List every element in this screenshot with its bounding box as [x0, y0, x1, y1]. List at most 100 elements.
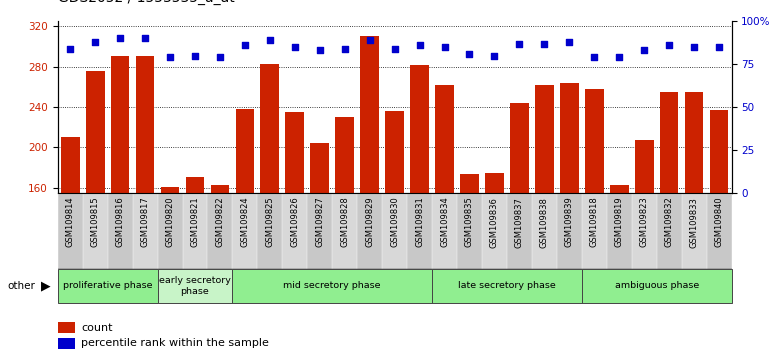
Bar [236, 109, 254, 349]
Bar [681, 193, 707, 269]
Bar [460, 174, 479, 349]
Bar [532, 193, 557, 269]
Point [588, 55, 601, 60]
Text: GSM109824: GSM109824 [240, 197, 249, 247]
Bar [507, 193, 532, 269]
Bar [710, 110, 728, 349]
Text: percentile rank within the sample: percentile rank within the sample [82, 338, 270, 348]
Point [89, 39, 102, 45]
Bar [485, 173, 504, 349]
Bar [132, 193, 158, 269]
Bar [385, 111, 404, 349]
Point [139, 35, 151, 41]
Bar [207, 193, 233, 269]
Bar [310, 143, 329, 349]
Bar [707, 193, 732, 269]
Bar [233, 269, 432, 303]
Bar [158, 193, 182, 269]
Bar [82, 193, 108, 269]
Point [464, 51, 476, 57]
Bar [510, 103, 529, 349]
Point [488, 53, 500, 58]
Bar [560, 83, 579, 349]
Bar [432, 193, 457, 269]
Bar [660, 92, 678, 349]
Bar [631, 193, 657, 269]
Point [263, 37, 276, 43]
Text: GSM109828: GSM109828 [340, 197, 350, 247]
Bar [186, 177, 204, 349]
Bar [582, 269, 732, 303]
Bar [286, 112, 304, 349]
Bar [685, 92, 704, 349]
Text: GSM109834: GSM109834 [440, 197, 449, 247]
Point [363, 37, 376, 43]
Text: GSM109815: GSM109815 [91, 197, 99, 247]
Text: GSM109825: GSM109825 [266, 197, 274, 247]
Point [713, 44, 725, 50]
Bar [582, 193, 607, 269]
Bar [382, 193, 407, 269]
Text: GSM109835: GSM109835 [465, 197, 474, 247]
Point [613, 55, 625, 60]
Bar [607, 193, 631, 269]
Bar [457, 193, 482, 269]
Point [413, 42, 426, 48]
Text: GSM109837: GSM109837 [515, 197, 524, 247]
Bar [108, 193, 132, 269]
Bar [161, 187, 179, 349]
Bar [283, 193, 307, 269]
Text: early secretory
phase: early secretory phase [159, 276, 231, 296]
Bar [585, 89, 604, 349]
Point [388, 46, 400, 52]
Point [638, 47, 651, 53]
Bar [634, 141, 654, 349]
Bar [410, 65, 429, 349]
Bar [61, 137, 79, 349]
Bar [336, 117, 354, 349]
Bar [158, 269, 233, 303]
Text: ▶: ▶ [41, 279, 51, 292]
Point [189, 53, 201, 58]
Bar [182, 193, 207, 269]
Bar [85, 71, 105, 349]
Bar [435, 85, 454, 349]
Text: GSM109822: GSM109822 [216, 197, 224, 247]
Point [313, 47, 326, 53]
Text: proliferative phase: proliferative phase [63, 281, 152, 290]
Bar [482, 193, 507, 269]
Text: mid secretory phase: mid secretory phase [283, 281, 381, 290]
Text: GSM109816: GSM109816 [116, 197, 125, 247]
Bar [332, 193, 357, 269]
Text: GSM109833: GSM109833 [690, 197, 698, 247]
Text: GSM109827: GSM109827 [315, 197, 324, 247]
Bar [58, 338, 75, 349]
Point [438, 44, 450, 50]
Point [663, 42, 675, 48]
Point [688, 44, 700, 50]
Text: GSM109832: GSM109832 [665, 197, 674, 247]
Point [563, 39, 575, 45]
Point [164, 55, 176, 60]
Text: GSM109838: GSM109838 [540, 197, 549, 247]
Bar [210, 185, 229, 349]
Point [214, 55, 226, 60]
Bar [111, 56, 129, 349]
Text: GDS2052 / 1553535_a_at: GDS2052 / 1553535_a_at [58, 0, 235, 5]
Point [339, 46, 351, 52]
Point [114, 35, 126, 41]
Text: GSM109817: GSM109817 [141, 197, 149, 247]
Point [239, 42, 251, 48]
Text: GSM109839: GSM109839 [565, 197, 574, 247]
Text: GSM109829: GSM109829 [365, 197, 374, 247]
Bar [233, 193, 257, 269]
Text: GSM109820: GSM109820 [166, 197, 175, 247]
Bar [257, 193, 283, 269]
Text: GSM109821: GSM109821 [190, 197, 199, 247]
Bar [357, 193, 382, 269]
Text: GSM109823: GSM109823 [640, 197, 648, 247]
Text: count: count [82, 322, 113, 332]
Text: ambiguous phase: ambiguous phase [614, 281, 698, 290]
Text: GSM109831: GSM109831 [415, 197, 424, 247]
Text: GSM109818: GSM109818 [590, 197, 599, 247]
